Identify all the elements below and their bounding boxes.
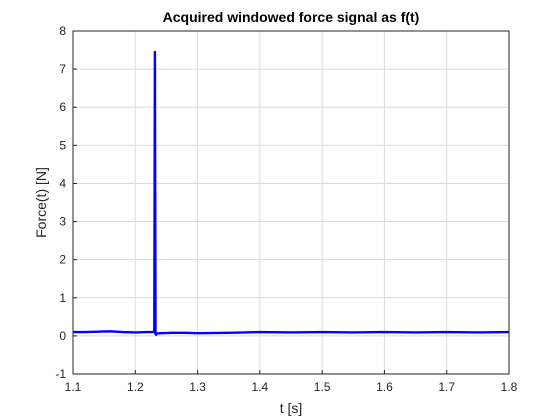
x-tick-label: 1.6 bbox=[376, 380, 393, 394]
y-tick-label: 4 bbox=[59, 176, 66, 190]
x-tick-label: 1.2 bbox=[127, 380, 144, 394]
y-tick-label: 7 bbox=[59, 62, 66, 76]
x-tick-label: 1.7 bbox=[438, 380, 455, 394]
y-tick-label: 5 bbox=[59, 138, 66, 152]
y-tick-label: -1 bbox=[55, 367, 66, 381]
y-tick-label: 3 bbox=[59, 215, 66, 229]
series bbox=[73, 50, 510, 336]
x-tick-label: 1.4 bbox=[252, 380, 269, 394]
force-signal-line bbox=[73, 50, 510, 336]
chart-title: Acquired windowed force signal as f(t) bbox=[163, 9, 420, 25]
y-axis-label: Force(t) [N] bbox=[33, 167, 49, 238]
y-tick-label: 0 bbox=[59, 329, 66, 343]
y-tick-label: 1 bbox=[59, 291, 66, 305]
y-tick-label: 2 bbox=[59, 253, 66, 267]
x-axis-label: t [s] bbox=[280, 400, 303, 416]
ticks: 1.1 1.2 1.3 1.4 1.5 1.6 1.7 1.8 -1 0 1 2 3 4 5 6 7 8 bbox=[55, 24, 517, 394]
x-tick-label: 1.5 bbox=[314, 380, 331, 394]
y-tick-label: 6 bbox=[59, 100, 66, 114]
grid bbox=[72, 30, 510, 375]
y-tick-label: 8 bbox=[59, 24, 66, 38]
plot-area bbox=[72, 30, 510, 375]
x-tick-label: 1.8 bbox=[501, 380, 518, 394]
x-tick-label: 1.1 bbox=[65, 380, 82, 394]
x-tick-label: 1.3 bbox=[189, 380, 206, 394]
